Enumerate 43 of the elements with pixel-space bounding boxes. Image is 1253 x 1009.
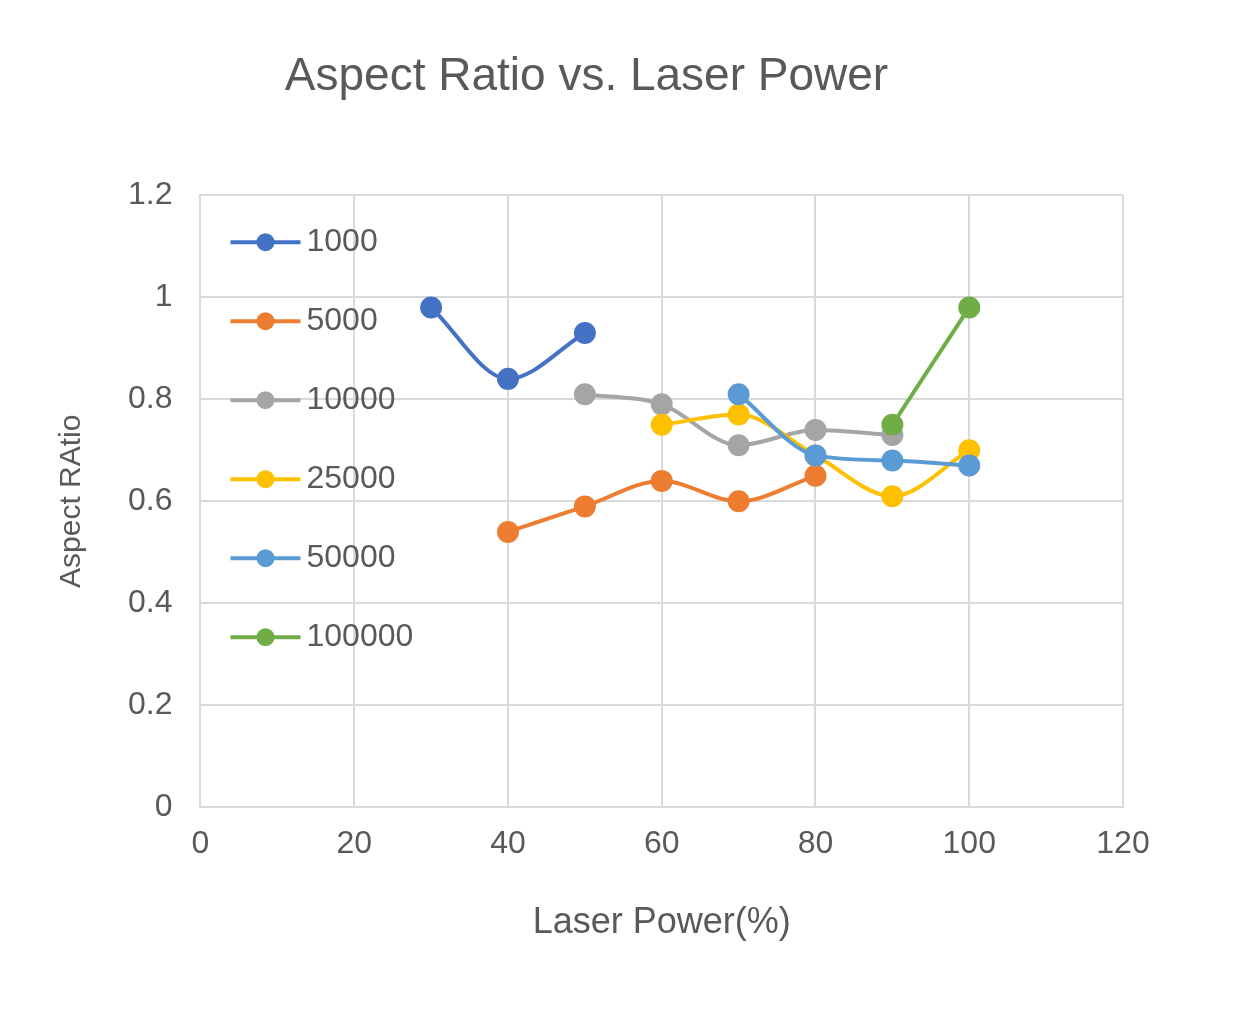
point [881,449,904,472]
point [727,403,750,426]
point [650,469,673,492]
point [573,321,596,344]
point [496,520,519,543]
point [650,413,673,436]
x-tick-label: 100 [942,824,996,861]
point [804,464,827,487]
legend-label: 100000 [306,617,414,654]
legend-label: 50000 [306,538,396,575]
chart-title: Aspect Ratio vs. Laser Power [284,48,889,101]
x-tick-label: 80 [797,824,834,861]
y-tick-label: 0 [154,787,173,824]
point [958,296,981,319]
y-axis-title: Aspect RAtio [53,414,87,589]
x-tick-label: 0 [191,824,210,861]
point [420,296,443,319]
point [496,367,519,390]
legend-label: 5000 [306,301,378,338]
y-tick-label: 1 [154,277,173,314]
y-tick-label: 0.6 [128,481,173,518]
point [573,495,596,518]
point [727,434,750,457]
x-tick-label: 20 [336,824,373,861]
x-tick-label: 40 [490,824,526,861]
x-axis-title: Laser Power(%) [532,900,791,942]
point [727,490,750,513]
point [881,485,904,508]
point [804,418,827,441]
x-tick-label: 120 [1096,824,1150,861]
legend-label: 10000 [306,380,396,417]
y-tick-label: 1.2 [128,175,173,212]
point [573,383,596,406]
legend-label: 25000 [306,459,396,496]
point [650,393,673,416]
x-tick-label: 60 [643,824,680,861]
point [881,413,904,436]
y-tick-label: 0.2 [128,685,173,722]
y-tick-label: 0.4 [128,583,173,620]
y-tick-label: 0.8 [128,379,173,416]
point [958,454,981,477]
legend-label: 1000 [306,222,378,259]
point [727,383,750,406]
